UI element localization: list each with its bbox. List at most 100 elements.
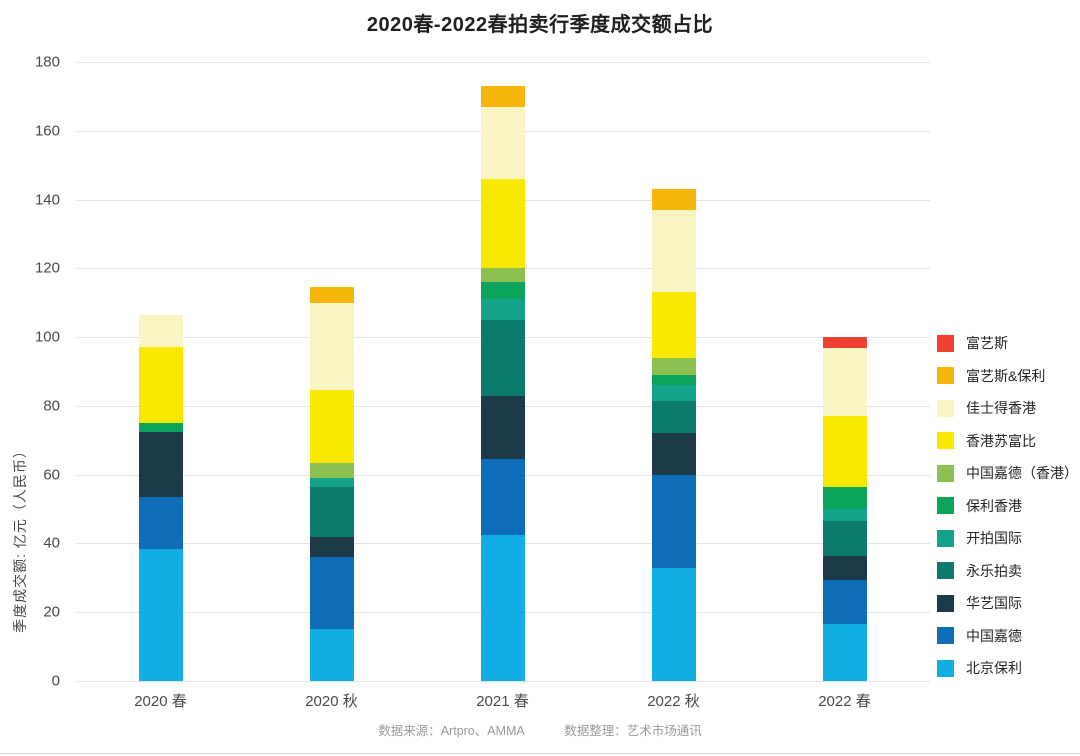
bar-segment [822,347,867,417]
bar-segment [651,374,696,386]
bar-segment [651,474,696,568]
bar-segment [480,299,525,320]
legend-label: 中国嘉德 [966,627,1022,644]
bar-segment [480,534,525,681]
bar-segment [480,106,525,179]
legend: 富艺斯富艺斯&保利 佳士得香港香港苏富比中国嘉德（香港） 保利香港开拍国际永乐拍卖华… [937,333,1079,678]
y-tick-label: 100 [34,328,60,346]
bar-segment [651,209,696,293]
x-axis-label: 2022 春 [818,693,871,710]
bar-segment [651,189,696,210]
bar-segment [309,302,354,391]
legend-label: 保利香港 [966,497,1022,514]
bar-segment [822,486,867,510]
bar-slot [75,62,246,681]
x-axis-label: 2021 春 [476,693,529,710]
bar-segment [651,292,696,358]
bar-slot [417,62,588,681]
bar-segment [651,433,696,475]
legend-item: 中国嘉德 [937,626,1079,646]
stacked-bar-2021春 [480,86,525,681]
x-axis-label: 2020 秋 [305,693,358,710]
legend-label: 北京保利 [966,660,1022,676]
bar-segment [480,395,525,460]
stacked-bar-2022春 [822,337,867,681]
bar-segment [309,478,354,487]
legend-item: 北京保利 [937,658,1079,678]
bar-segment [309,287,354,303]
bar-segment [822,579,867,625]
legend-swatch-icon [937,594,954,612]
legend-item: 香港苏富比 [937,431,1079,451]
stacked-bar-2020春 [138,314,183,681]
bar-segment [138,314,183,348]
y-tick-label: 40 [43,534,60,552]
bar-segment [822,337,867,348]
bar-slot [759,62,930,681]
legend-label: 富艺斯 [966,335,1008,351]
bar-segment [309,536,354,558]
bar-segment [651,357,696,375]
legend-label: 永乐拍卖 [966,562,1022,579]
bar-segment [309,629,354,681]
legend-label: 华艺国际 [966,595,1022,611]
legend-item: 富艺斯 [937,333,1079,353]
gridline [75,681,930,682]
y-tick-label: 80 [43,397,60,415]
legend-item: 永乐拍卖 [937,561,1079,581]
bar-segment [480,86,525,107]
footer-editor: 数据整理：艺术市场通讯 [564,724,702,738]
bar-segment [138,497,183,549]
bar-segment [309,486,354,537]
bar-segment [822,624,867,681]
legend-label: 开拍国际 [966,530,1022,546]
legend-swatch-icon [937,497,954,514]
legend-item: 华艺国际 [937,593,1079,613]
bar-slot [588,62,759,681]
legend-label: 佳士得香港 [966,400,1036,416]
y-axis-tick-labels: 0 20 40 60 80 100 120 140 160 180 [0,54,68,690]
legend-label: 香港苏富比 [966,432,1036,449]
legend-swatch-icon [937,562,954,579]
legend-swatch-icon [937,659,954,677]
bar-segment [822,416,867,487]
bar-segment [822,555,867,580]
y-tick-label: 140 [34,191,60,209]
bar-segment [480,319,525,396]
y-tick-label: 160 [34,122,60,140]
x-axis-labels: 2020 春 2020 秋 2021 春 2022 秋 2022 春 [75,690,930,711]
footer: 数据来源：Artpro、AMMA 数据整理：艺术市场通讯 [0,720,1080,739]
legend-swatch-icon [937,432,954,449]
gridline [75,62,930,63]
bar-segment [138,431,183,498]
legend-swatch-icon [937,334,954,352]
bar-segment [138,548,183,681]
legend-swatch-icon [937,464,954,482]
legend-item: 富艺斯&保利 [937,366,1079,386]
legend-item: 中国嘉德（香港） [937,463,1079,483]
y-tick-label: 180 [34,53,60,71]
legend-label: 富艺斯&保利 [966,367,1046,384]
y-tick-label: 120 [34,259,60,277]
bar-segment [138,423,183,432]
bar-segment [822,509,867,522]
bar-segment [480,282,525,300]
bar-segment [309,557,354,630]
legend-swatch-icon [937,367,954,384]
plot-area [75,62,930,682]
bar-segment [138,347,183,424]
bar-segment [651,385,696,401]
bar-segment [651,567,696,681]
legend-swatch-icon [937,529,954,547]
legend-label: 中国嘉德（香港） [966,465,1078,481]
x-axis-label: 2020 春 [134,693,187,710]
stacked-bar-2020秋 [309,287,354,681]
bar-segment [480,268,525,283]
chart-title: 2020春-2022春拍卖行季度成交额占比 [366,14,714,36]
stacked-bar-2022秋 [651,189,696,681]
y-tick-label: 60 [43,466,60,484]
bar-segment [651,400,696,434]
legend-item: 保利香港 [937,496,1079,516]
x-axis-label: 2022 秋 [647,693,700,710]
bar-segment [480,179,525,269]
